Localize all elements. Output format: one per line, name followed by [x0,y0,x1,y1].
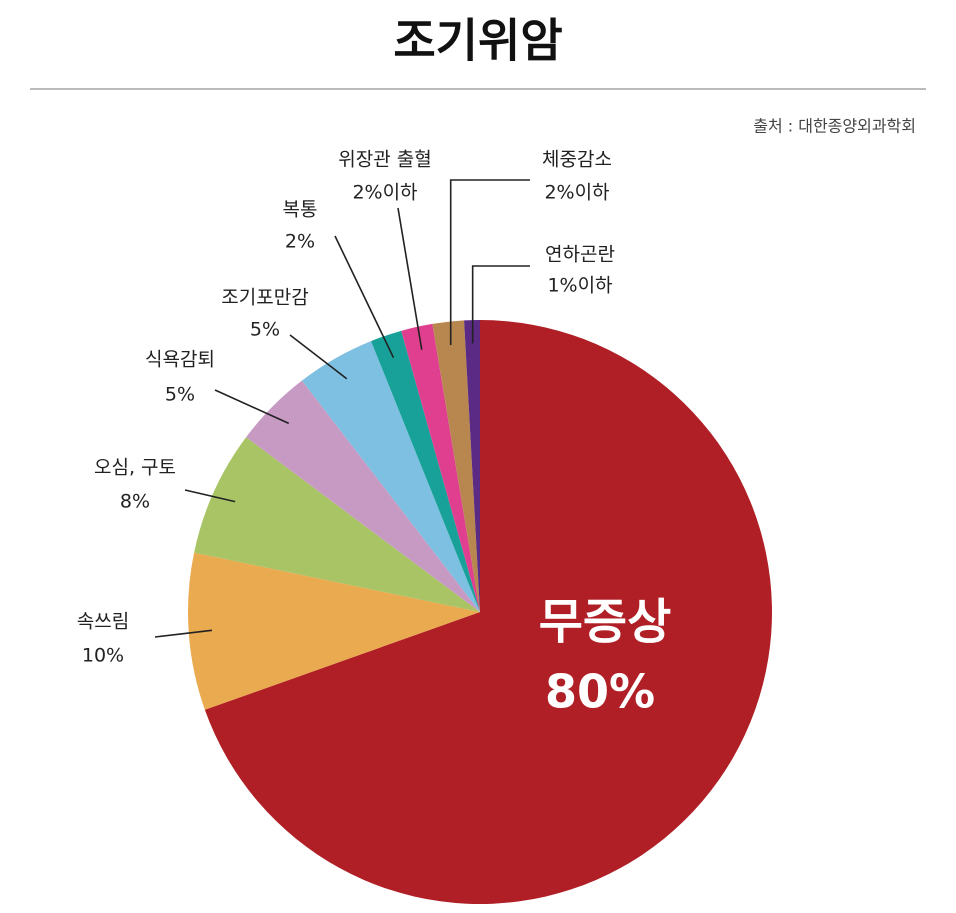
pie-slice [301,341,480,612]
slice-value: 2%이하 [544,182,609,204]
slice-value: 80% [545,665,655,719]
leader-line [289,334,348,380]
slice-value: 5% [250,319,280,341]
pie-slice [187,552,480,710]
slice-label: 복통 [283,199,318,221]
pie-slice [464,320,480,612]
slice-value: 8% [120,491,150,513]
slice-label: 식욕감퇴 [145,349,215,371]
pie-slice [401,323,480,612]
leader-line [449,179,530,345]
leader-line [154,629,213,638]
pie-slice [194,437,480,612]
slice-label: 무증상 [539,594,671,650]
chart-title: 조기위암 [393,14,562,68]
slice-label: 속쓰림 [77,611,129,633]
slice-value: 10% [82,645,124,667]
slice-value: 5% [165,384,195,406]
slice-value: 1%이하 [547,275,612,297]
slice-value: 2% [285,231,315,253]
source: 출처 : 대한종양외과학회 [753,117,916,136]
slice-label: 연하곤란 [545,244,615,266]
slice-label: 오심, 구토 [94,457,176,479]
slice-label: 조기포만감 [221,287,308,309]
slice-label: 위장관 출혈 [338,149,431,171]
slice-label: 체중감소 [542,149,612,171]
slice-value: 2%이하 [352,182,417,204]
pie-slice [371,330,480,612]
leader-line [397,207,423,350]
pie-slice [204,320,773,904]
leader-line [334,235,395,359]
pie-slice [246,380,480,612]
leader-line [471,265,530,344]
leader-line [184,489,236,503]
pie-slice [432,320,480,612]
leader-line [214,389,290,425]
